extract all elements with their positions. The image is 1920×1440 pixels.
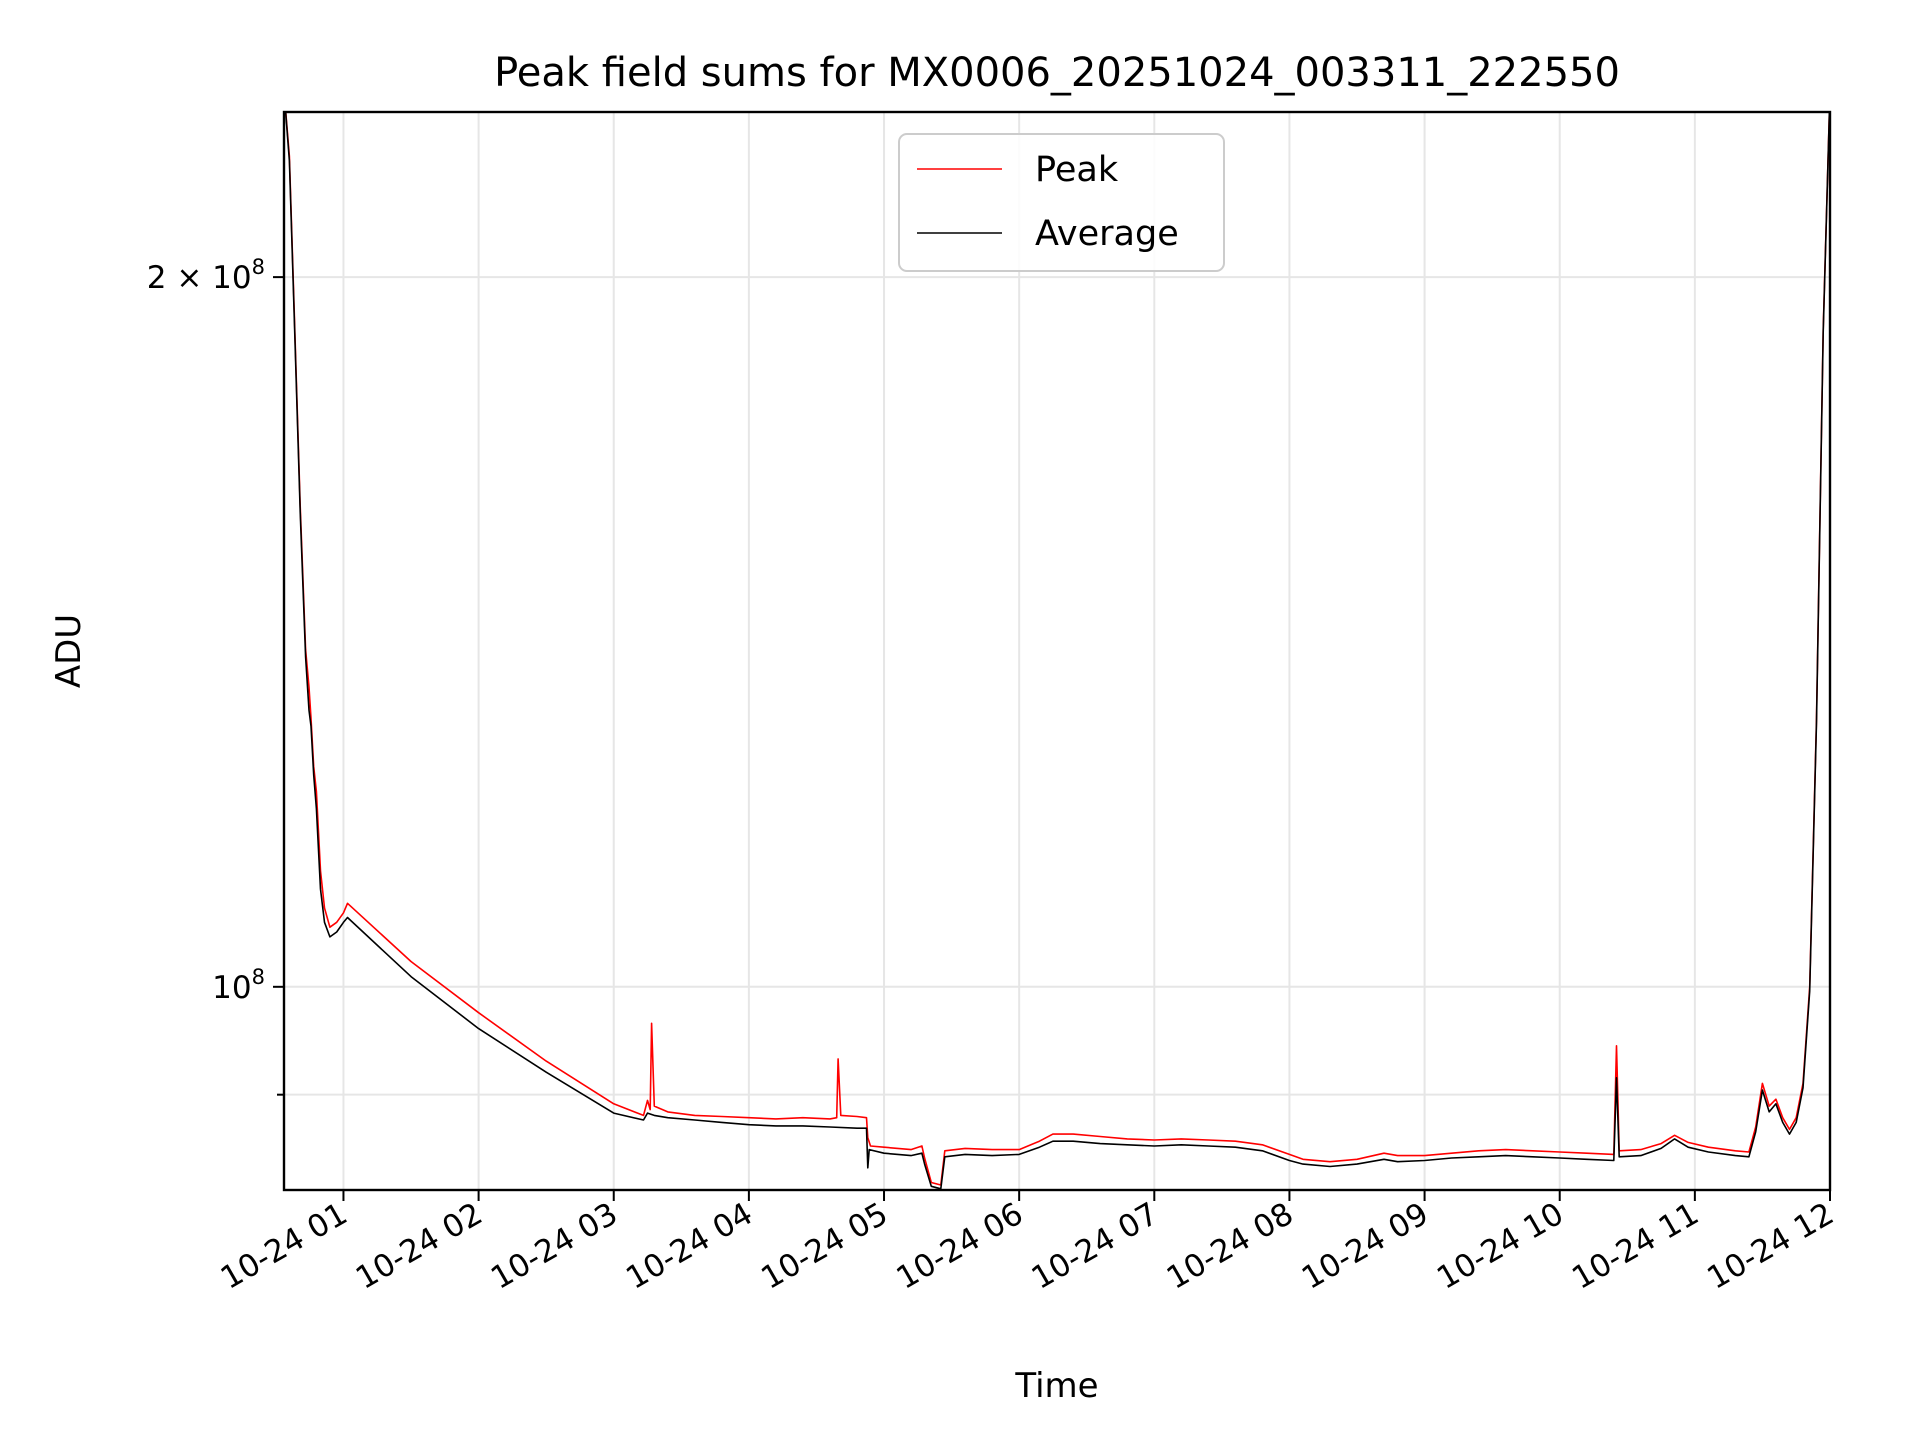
legend: Peak Average — [898, 133, 1225, 272]
x-axis-label: Time — [1014, 1366, 1098, 1406]
y-tick-label: 108 — [212, 965, 265, 1006]
legend-label-average: Average — [1035, 214, 1179, 254]
grid — [284, 112, 1831, 1190]
y-axis-label: ADU — [49, 614, 89, 688]
plot-frame — [282, 110, 1832, 1192]
series-line-average — [284, 112, 1830, 1190]
y-axis-ticks: 108 2 × 108 — [147, 255, 284, 1096]
y-tick-label: 2 × 108 — [147, 255, 265, 296]
plot-series — [284, 112, 1830, 1190]
legend-label-peak: Peak — [1035, 150, 1119, 190]
series-line-peak — [284, 112, 1830, 1186]
chart-title: Peak field sums for MX0006_20251024_0033… — [494, 50, 1620, 96]
